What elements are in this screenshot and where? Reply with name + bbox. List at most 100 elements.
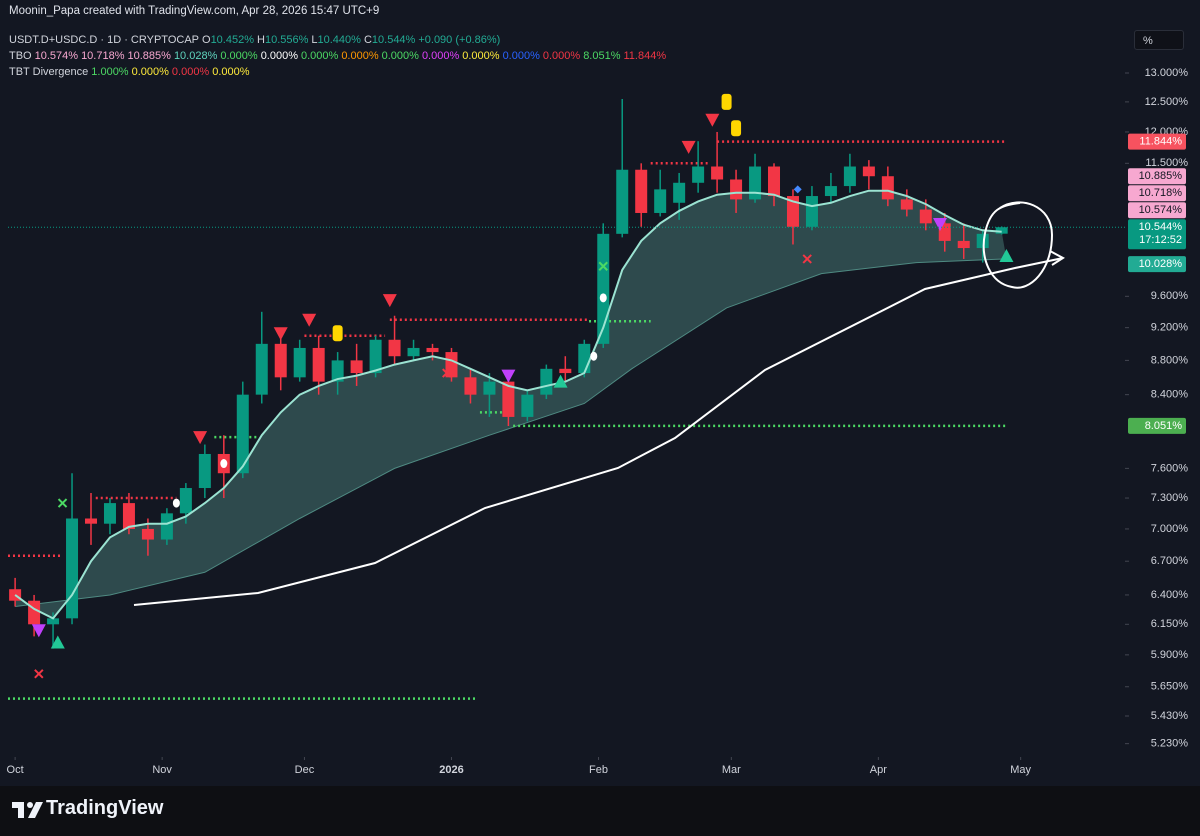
signal-drop xyxy=(599,293,607,303)
candle-body xyxy=(198,453,211,489)
indicator-value: 0.000% xyxy=(542,50,581,62)
candle-body xyxy=(578,343,591,374)
price-label: 11.844% xyxy=(1139,136,1182,148)
change: +0.090 (+0.86%) xyxy=(418,34,501,46)
indicator-value: 0.000% xyxy=(212,66,250,78)
price-label: 8.051% xyxy=(1145,420,1183,432)
y-tick-label: 11.500% xyxy=(1145,157,1188,169)
y-tick-label: 5.650% xyxy=(1151,681,1189,693)
signal-x xyxy=(34,669,44,679)
signal-x xyxy=(802,254,812,264)
y-tick-label: 7.600% xyxy=(1151,462,1189,474)
indicator-legend: TBT Divergence 1.000% 0.000% 0.000% 0.000% xyxy=(9,66,253,78)
symbol-legend: USDT.D+USDC.D · 1D · CRYPTOCAP O10.452% H1… xyxy=(9,34,503,46)
candle-body xyxy=(862,166,875,177)
price-label-box xyxy=(1128,133,1186,150)
indicator-value: 10.028% xyxy=(173,50,218,62)
price-label-box xyxy=(1128,256,1186,273)
candle-body xyxy=(179,488,192,514)
indicator-value: 10.885% xyxy=(127,50,171,62)
ma-line xyxy=(14,189,1002,620)
signal-down xyxy=(31,624,46,638)
indicator-value: 0.000% xyxy=(220,50,258,62)
candle-body xyxy=(616,169,629,234)
y-tick-label: 13.000% xyxy=(1145,67,1189,79)
y-tick-label: 12.500% xyxy=(1145,96,1189,108)
signal-x xyxy=(442,368,452,378)
y-tick-label: 9.200% xyxy=(1151,322,1189,334)
x-tick-label: May xyxy=(1010,764,1031,776)
x-tick-label: Oct xyxy=(7,764,24,776)
signal-flag xyxy=(332,325,343,342)
footer: TradingView xyxy=(0,786,1200,836)
y-tick-label: 9.600% xyxy=(1151,290,1189,302)
signal-drop xyxy=(220,459,228,469)
arrow-head xyxy=(1049,250,1065,266)
candle-body xyxy=(881,176,894,200)
signal-flag xyxy=(721,93,732,110)
candle-body xyxy=(502,381,515,417)
price-label: 10.718% xyxy=(1139,187,1183,199)
candle-body xyxy=(711,166,724,180)
price-label: 10.544% xyxy=(1139,221,1183,233)
candle-body xyxy=(331,360,344,382)
indicator-value: 0.000% xyxy=(131,66,169,78)
band-lower xyxy=(15,258,1007,608)
signal-down xyxy=(273,327,288,341)
candle-body xyxy=(122,503,135,529)
signal-x xyxy=(57,498,68,508)
indicator-value: 11.844% xyxy=(623,50,667,62)
x-tick-label: Mar xyxy=(722,764,741,776)
ohlc-key: C xyxy=(363,34,372,46)
signal-down xyxy=(933,218,948,232)
candle-body xyxy=(673,182,686,203)
candle-body xyxy=(28,600,41,625)
indicator-value: 10.718% xyxy=(81,50,125,62)
indicator-value: 0.000% xyxy=(421,50,460,62)
candle-body xyxy=(957,240,970,249)
candle-body xyxy=(85,518,98,524)
price-label-box xyxy=(1128,168,1186,185)
price-label-box xyxy=(1128,202,1186,219)
ohlc-value: 10.544% xyxy=(371,34,416,46)
candle-body xyxy=(350,360,363,374)
signal-down xyxy=(382,294,397,308)
circle-annotation xyxy=(982,201,1054,289)
ohlc-key: H xyxy=(257,34,265,46)
candle-body xyxy=(47,618,60,625)
ohlc-value: 10.440% xyxy=(317,34,361,46)
indicator-value: 0.000% xyxy=(301,50,339,62)
candle-body xyxy=(976,233,989,249)
y-tick-label: 5.900% xyxy=(1151,649,1189,661)
indicator-value: 10.574% xyxy=(34,50,79,62)
x-tick-label: Nov xyxy=(152,764,172,776)
candle-body xyxy=(521,394,534,417)
scale-button[interactable]: % xyxy=(1134,30,1184,50)
y-tick-label: 5.430% xyxy=(1151,710,1189,722)
signal-x xyxy=(598,261,608,271)
y-tick-label: 6.400% xyxy=(1151,589,1189,601)
candle-body xyxy=(900,199,913,210)
indicator-value: 0.000% xyxy=(171,66,210,78)
indicator-value: 0.000% xyxy=(462,50,500,62)
y-tick-label: 6.700% xyxy=(1151,555,1189,567)
signal-up xyxy=(50,635,65,649)
candle-body xyxy=(995,227,1008,234)
indicator-legend: TBO 10.574% 10.718% 10.885% 10.028% 0.000% 0.0… xyxy=(9,50,669,62)
candle-body xyxy=(749,166,762,200)
candle-body xyxy=(805,196,818,227)
candle-body xyxy=(654,189,667,213)
candle-body xyxy=(464,377,477,395)
indicator-name: TBO xyxy=(9,50,32,62)
signal-up xyxy=(553,374,568,388)
ohlc-value: 10.556% xyxy=(264,34,309,46)
user-drawing xyxy=(133,201,1065,606)
signal-up xyxy=(999,249,1014,263)
candle-body xyxy=(559,368,572,374)
candle-body xyxy=(407,347,420,357)
ohlc-value: 10.452% xyxy=(210,34,254,46)
candle-body xyxy=(483,381,496,395)
signal-diamond xyxy=(793,185,802,194)
indicator-value: 0.000% xyxy=(341,50,379,62)
